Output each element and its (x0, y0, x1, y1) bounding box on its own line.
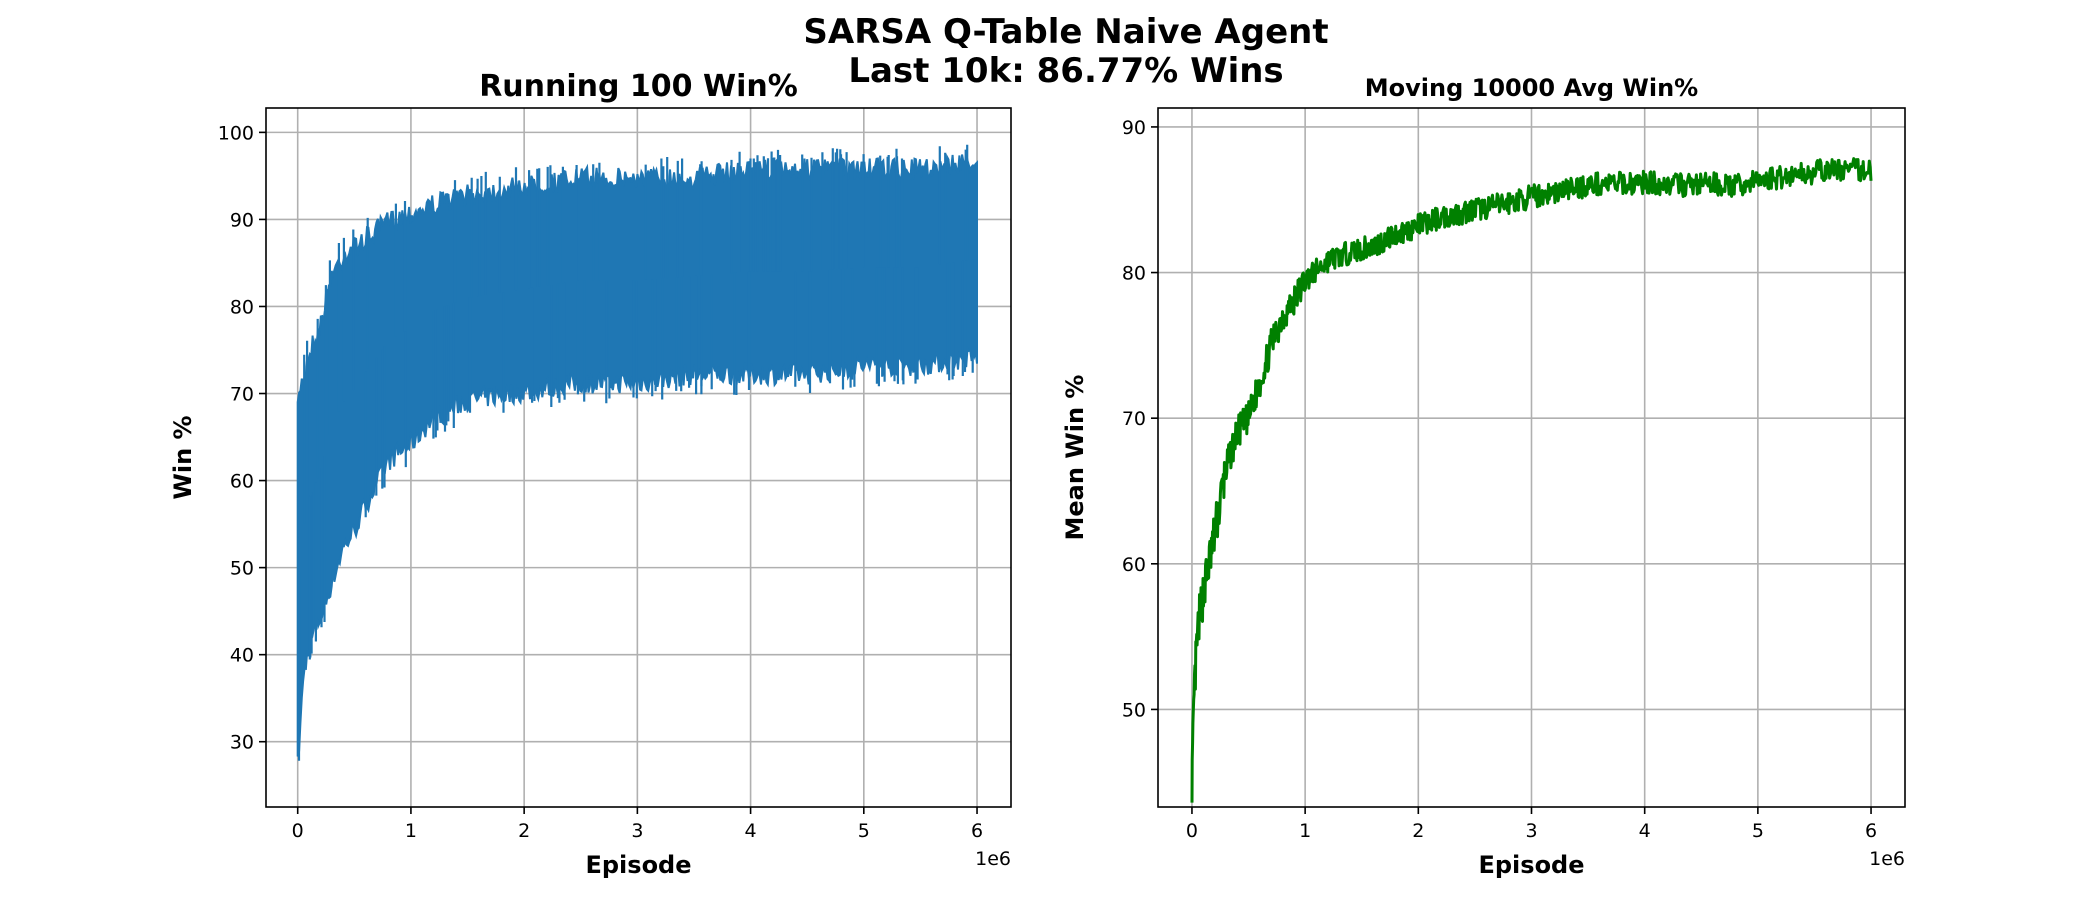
right-plot-y-tick-label: 80 (1122, 263, 1146, 285)
right-plot-x-tick-label: 6 (1865, 820, 1877, 842)
left-plot-series-spikes (297, 144, 974, 761)
left-plot-x-tick-label: 3 (631, 820, 643, 842)
figure-title-line1: SARSA Q-Table Naive Agent (803, 12, 1328, 52)
left-plot-x-tick-label: 1 (405, 820, 417, 842)
right-plot-series-line (1190, 157, 1873, 803)
left-plot-x-axis-label: Episode (585, 851, 691, 879)
left-plot-title: Running 100 Win% (479, 69, 798, 104)
left-plot-x-tick-label: 0 (292, 820, 304, 842)
left-plot-y-tick-label: 100 (218, 122, 254, 144)
left-plot-y-tick-label: 60 (230, 471, 254, 493)
left-plot-series-band (296, 153, 978, 757)
right-plot-x-axis-label: Episode (1478, 851, 1584, 879)
right-plot-x-tick-label: 0 (1186, 820, 1198, 842)
right-plot-ticks: 0 1 2 3 4 5 6 50 60 70 80 90 (1122, 117, 1877, 842)
left-plot-ticks: 0 1 2 3 4 5 6 30 40 50 60 70 80 90 100 (218, 122, 983, 842)
right-plot-y-tick-label: 60 (1122, 554, 1146, 576)
right-plot-y-tick-label: 90 (1122, 117, 1146, 139)
left-plot-y-tick-label: 90 (230, 209, 254, 231)
figure-title-line2: Last 10k: 86.77% Wins (848, 51, 1283, 91)
left-plot-y-tick-label: 30 (230, 732, 254, 754)
right-plot-grid (1158, 108, 1905, 807)
left-plot-y-tick-label: 50 (230, 558, 254, 580)
left-plot-x-scale-label: 1e6 (975, 848, 1011, 870)
left-plot-x-tick-label: 2 (518, 820, 530, 842)
left-plot-y-tick-label: 80 (230, 296, 254, 318)
left-plot-y-tick-label: 40 (230, 645, 254, 667)
right-plot-x-tick-label: 2 (1412, 820, 1424, 842)
right-plot-x-tick-label: 3 (1525, 820, 1537, 842)
left-plot-frame (265, 107, 1012, 808)
right-plot-title: Moving 10000 Avg Win% (1365, 74, 1698, 102)
left-plot-y-axis-label: Win % (169, 415, 197, 499)
right-plot-x-tick-label: 1 (1299, 820, 1311, 842)
left-plot-x-tick-label: 4 (745, 820, 757, 842)
right-plot-y-tick-label: 70 (1122, 408, 1146, 430)
right-plot-x-scale-label: 1e6 (1869, 848, 1905, 870)
right-plot-x-tick-label: 4 (1639, 820, 1651, 842)
left-plot-panel: 0 1 2 3 4 5 6 30 40 50 60 70 80 90 100 Running 100 Win… (169, 69, 1012, 879)
right-plot-y-tick-label: 50 (1122, 699, 1146, 721)
right-plot-x-tick-label: 5 (1752, 820, 1764, 842)
left-plot-x-tick-label: 5 (858, 820, 870, 842)
left-plot-x-tick-label: 6 (971, 820, 983, 842)
left-plot-y-tick-label: 70 (230, 384, 254, 406)
right-plot-y-axis-label: Mean Win % (1061, 375, 1089, 541)
